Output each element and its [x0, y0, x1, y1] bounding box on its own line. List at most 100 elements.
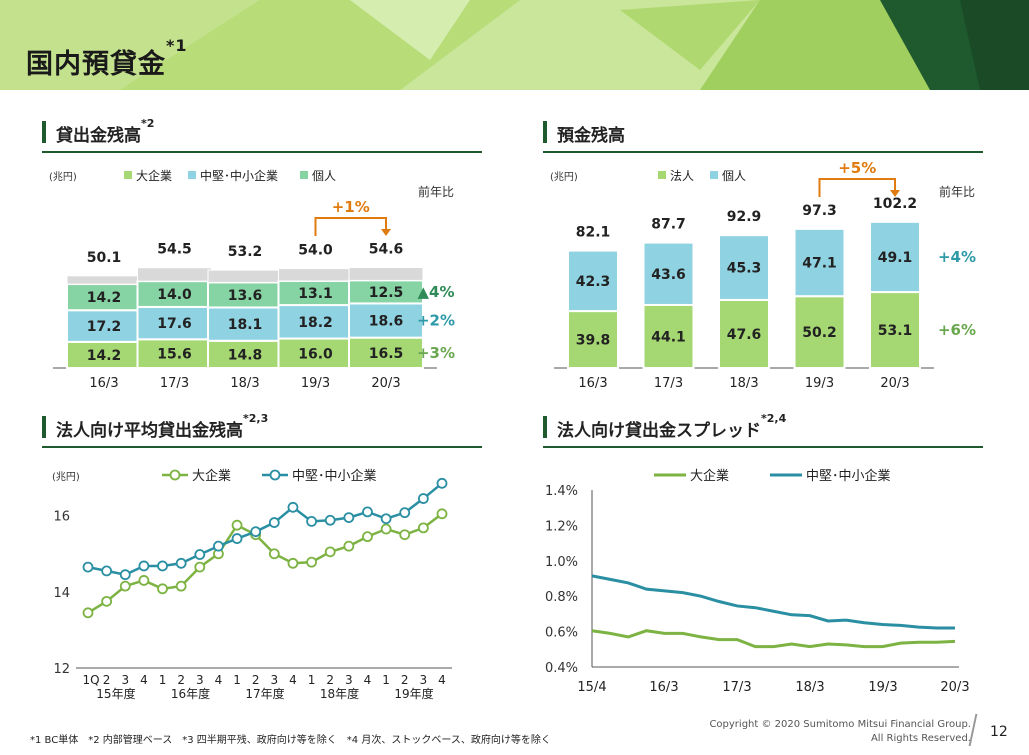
- data-point: [119, 580, 131, 592]
- bar-value-label: 39.8: [576, 333, 611, 349]
- y-tick-label: 0.4%: [545, 661, 578, 676]
- data-point: [306, 516, 317, 527]
- legend-label: 中堅･中小企業: [292, 468, 377, 484]
- legend-label: 中堅･中小企業: [806, 468, 891, 484]
- data-point: [101, 595, 113, 607]
- change-arrowhead: [890, 190, 900, 197]
- legend-swatch: [124, 171, 132, 179]
- data-point: [82, 607, 94, 619]
- x-year-label: 19年度: [394, 686, 433, 701]
- bar-value-label: 44.1: [651, 329, 686, 345]
- bar-value-label: 18.1: [228, 317, 263, 333]
- section-title-text: 法人向け平均貸出金残高: [56, 421, 243, 441]
- series-line: [591, 629, 956, 649]
- section-title: 法人向け平均貸出金残高*2,3: [56, 412, 268, 441]
- data-point: [157, 560, 168, 572]
- data-point: [213, 540, 224, 552]
- x-tick-label: 19/3: [301, 376, 330, 391]
- legend-label: 個人: [722, 169, 746, 183]
- x-tick-label: 15/4: [577, 680, 606, 695]
- bar-total-label: 53.2: [228, 244, 263, 260]
- bar-value-label: 53.1: [878, 323, 913, 339]
- bar-value-label: 17.6: [157, 316, 192, 332]
- page-number: 12: [990, 724, 1008, 740]
- bar-segment: [869, 220, 921, 294]
- bar-value-label: 14.2: [87, 290, 122, 306]
- bar-total-label: 97.3: [802, 203, 837, 219]
- data-point: [399, 507, 411, 519]
- section-bar: [543, 121, 547, 143]
- x-year-label: 16年度: [171, 686, 210, 701]
- bar-total-label: 82.1: [576, 225, 611, 241]
- bar-value-label: 43.6: [651, 267, 686, 283]
- data-point: [343, 512, 355, 523]
- legend-label: 中堅･中小企業: [200, 168, 278, 183]
- x-tick-label: 3: [196, 673, 204, 687]
- section-bar: [42, 121, 46, 143]
- legend-marker: [269, 469, 281, 481]
- data-point: [119, 569, 131, 581]
- bar-value-label: 17.2: [87, 319, 122, 335]
- x-tick-label: 19/3: [868, 680, 897, 695]
- x-tick-label: 20/3: [940, 680, 969, 695]
- x-tick-label: 1: [159, 673, 167, 687]
- change-label: +5%: [838, 159, 876, 177]
- legend-label: 大企業: [136, 168, 172, 183]
- change-arrowhead: [381, 229, 391, 236]
- section-title: 預金残高: [557, 121, 625, 146]
- bar-segment: [207, 306, 283, 342]
- yoy-label: +6%: [938, 321, 976, 339]
- x-tick-label: 17/3: [654, 376, 683, 391]
- section-title-sup: *2,4: [761, 412, 787, 425]
- data-point: [231, 519, 243, 531]
- data-point: [82, 561, 94, 573]
- x-tick-label: 4: [289, 673, 297, 687]
- data-point: [324, 546, 336, 558]
- bar-value-label: 16.0: [298, 346, 333, 362]
- section-bar: [42, 416, 46, 438]
- data-point: [175, 580, 187, 592]
- x-tick-label: 1: [382, 673, 390, 687]
- bar-value-label: 15.6: [157, 347, 192, 363]
- data-point: [436, 477, 448, 489]
- section-title-text: 貸出金残高: [56, 126, 141, 146]
- section-underline: [42, 151, 482, 153]
- y-tick-label: 1.4%: [545, 484, 578, 499]
- x-tick-label: 1: [308, 673, 316, 687]
- x-tick-label: 4: [215, 673, 223, 687]
- unit-label: (兆円): [550, 171, 578, 183]
- data-point: [157, 583, 168, 595]
- x-tick-label: 16/3: [649, 680, 678, 695]
- x-year-label: 15年度: [96, 686, 135, 701]
- section-title-sup: *2: [141, 117, 155, 130]
- x-tick-label: 20/3: [880, 376, 909, 391]
- legend-swatch: [710, 171, 718, 179]
- data-point: [306, 556, 317, 568]
- bar-segment-other: [66, 275, 142, 285]
- data-point: [324, 514, 336, 526]
- bar-value-label: 13.6: [228, 288, 263, 304]
- x-tick-label: 16/3: [578, 376, 607, 391]
- y-tick-label: 16: [53, 510, 70, 525]
- bar-segment: [348, 302, 424, 339]
- section-underline: [42, 446, 482, 448]
- legend-label: 大企業: [690, 468, 729, 484]
- yoy-label: +3%: [417, 344, 455, 362]
- data-point: [380, 523, 392, 535]
- legend-swatch: [658, 171, 666, 179]
- bar-value-label: 13.1: [298, 286, 333, 302]
- data-point: [362, 506, 373, 518]
- bar-value-label: 18.6: [369, 314, 404, 330]
- section-title-sup: *2,3: [243, 412, 269, 425]
- bar-total-label: 54.6: [369, 242, 404, 258]
- legend-swatch: [188, 171, 196, 179]
- section-title-text: 預金残高: [557, 126, 625, 146]
- x-tick-label: 3: [420, 673, 428, 687]
- data-point: [268, 517, 280, 528]
- x-tick-label: 3: [345, 673, 353, 687]
- x-tick-label: 2: [103, 673, 111, 687]
- header-banner: 国内預貸金*1: [0, 0, 1029, 90]
- bar-total-label: 92.9: [727, 209, 762, 225]
- yoy-label: ▲4%: [417, 283, 454, 301]
